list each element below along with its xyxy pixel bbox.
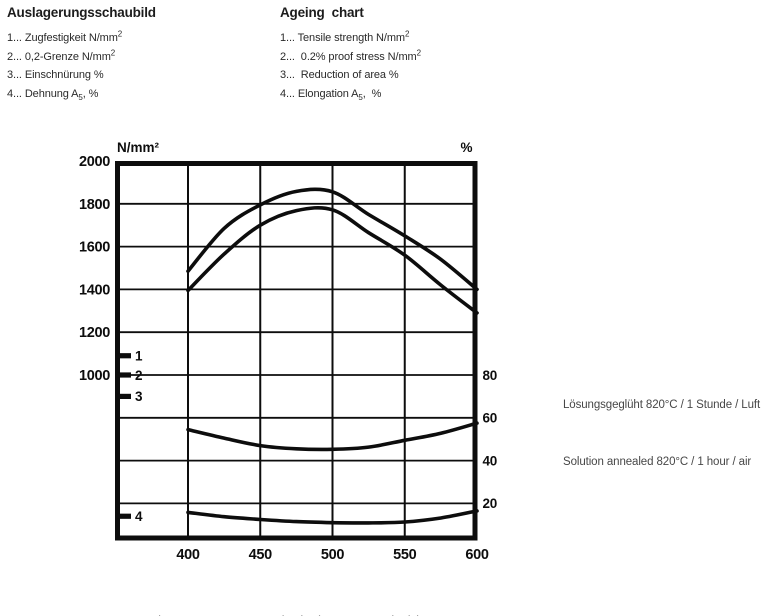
curve-marker-4 (117, 513, 131, 519)
legend-item-text: 1... Zugfestigkeit N/mm (7, 32, 118, 44)
right-axis-tick-40: 40 (483, 453, 497, 468)
heat-treatment-note-en: Solution annealed 820°C / 1 hour / air (563, 456, 752, 468)
legend-item-text: 1... Tensile strength N/mm (280, 32, 405, 44)
legend-german: Auslagerungsschaubild 1... Zugfestigkeit… (7, 5, 156, 103)
curve-marker-3 (117, 393, 131, 399)
legend-item-en-1: 1... Tensile strength N/mm2 (280, 29, 421, 48)
curve-marker-label-1: 1 (135, 349, 143, 364)
x-axis-tick-450: 450 (249, 547, 273, 563)
curve-marker-label-4: 4 (135, 509, 143, 524)
legend-german-title: Auslagerungsschaubild (7, 5, 156, 20)
legend-item-text: 4... Elongation A (280, 87, 359, 100)
curve-marker-label-2: 2 (135, 368, 143, 383)
superscript: 2 (404, 29, 410, 39)
left-axis-tick-1000: 1000 (79, 368, 110, 384)
legend-item-de-3: 3... Einschnürung % (7, 66, 156, 85)
heat-treatment-note-de: Lösungsgeglüht 820°C / 1 Stunde / Luft (563, 399, 761, 411)
right-axis-tick-60: 60 (483, 411, 497, 426)
x-axis-caption: Auslagerungstemperatur (Haltedauer 3 Stu… (136, 572, 444, 616)
legend-item-de-2: 2... 0,2-Grenze N/mm2 (7, 48, 156, 67)
curve-marker-1 (117, 353, 131, 359)
superscript: 2 (110, 47, 116, 57)
curve-4 (186, 509, 479, 525)
curve-3 (186, 421, 479, 452)
left-axis-title: N/mm² (117, 140, 160, 155)
curve-1 (186, 187, 479, 292)
legend-english-title: Ageing chart (280, 5, 364, 20)
legend-item-de-4: 4... Dehnung A5, % (7, 87, 99, 102)
x-axis-caption-de: Auslagerungstemperatur (Haltedauer 3 Stu… (136, 611, 444, 616)
legend-item-en-4: 4... Elongation A5, % (280, 87, 382, 102)
right-axis-tick-80: 80 (483, 368, 497, 383)
superscript: 2 (416, 47, 421, 57)
right-axis-tick-20: 20 (483, 496, 497, 511)
x-axis-tick-400: 400 (176, 547, 200, 563)
legend-item-de-1: 1... Zugfestigkeit N/mm2 (7, 29, 156, 48)
curve-marker-2 (117, 372, 131, 378)
x-axis-tick-500: 500 (321, 547, 345, 563)
curve-2 (186, 205, 479, 315)
chart-frame (115, 161, 478, 541)
legend-item-text: 2... 0.2% proof stress N/mm (280, 50, 417, 63)
right-axis-title: % (460, 140, 472, 155)
x-axis-tick-600: 600 (465, 547, 489, 563)
left-axis-tick-1600: 1600 (79, 240, 110, 256)
x-axis-tick-550: 550 (393, 547, 417, 563)
left-axis-tick-1200: 1200 (79, 325, 110, 341)
legend-item-text: 4... Dehnung A (7, 87, 79, 100)
subscript: 5 (358, 92, 363, 102)
legend-item-en-2: 2... 0.2% proof stress N/mm2 (280, 48, 421, 67)
legend-item-text: 2... 0,2-Grenze N/mm (7, 50, 111, 63)
left-axis-tick-1800: 1800 (79, 197, 110, 213)
left-axis-tick-1400: 1400 (79, 282, 110, 298)
heat-treatment-note: Lösungsgeglüht 820°C / 1 Stunde / Luft S… (563, 358, 760, 510)
legend-item-text: 3... Reduction of area % (280, 69, 399, 81)
left-axis-tick-2000: 2000 (79, 154, 110, 170)
legend-item-en-3: 3... Reduction of area % (280, 66, 421, 85)
legend-english: Ageing chart 1... Tensile strength N/mm2… (280, 5, 421, 103)
subscript: 5 (78, 92, 83, 102)
superscript: 2 (117, 29, 123, 39)
curve-marker-label-3: 3 (135, 389, 143, 404)
legend-item-text: 3... Einschnürung % (7, 69, 104, 81)
